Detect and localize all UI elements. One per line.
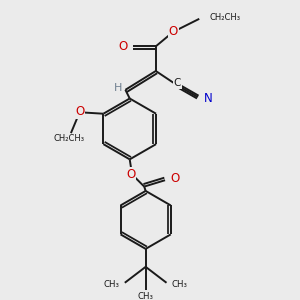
Text: CH₃: CH₃: [138, 292, 154, 300]
Text: H: H: [113, 83, 122, 93]
Text: O: O: [126, 168, 135, 181]
Text: O: O: [169, 26, 178, 38]
Text: C: C: [174, 78, 181, 88]
Text: CH₂CH₃: CH₂CH₃: [54, 134, 85, 143]
Text: O: O: [170, 172, 179, 185]
Text: CH₂CH₃: CH₂CH₃: [209, 13, 240, 22]
Text: CH₃: CH₃: [103, 280, 120, 289]
Text: CH₃: CH₃: [172, 280, 188, 289]
Text: O: O: [75, 105, 84, 118]
Text: N: N: [204, 92, 213, 105]
Text: O: O: [118, 40, 128, 53]
